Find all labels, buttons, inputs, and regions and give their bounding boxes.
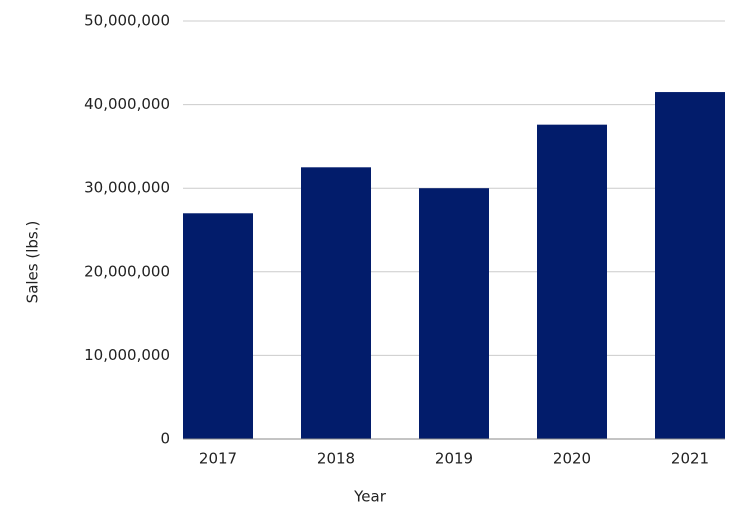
x-tick-label: 2019 [435, 450, 473, 468]
y-tick-label: 20,000,000 [84, 262, 170, 280]
x-tick-label: 2020 [553, 450, 591, 468]
y-tick-label: 10,000,000 [84, 346, 170, 364]
bar [301, 167, 371, 440]
y-tick-label: 50,000,000 [84, 12, 170, 30]
y-tick-label: 30,000,000 [84, 179, 170, 197]
y-tick-label: 40,000,000 [84, 95, 170, 113]
x-tick-label: 2021 [671, 450, 709, 468]
x-tick-label: 2017 [199, 450, 237, 468]
y-axis-label: Sales (lbs.) [24, 221, 42, 304]
bar [183, 213, 253, 439]
bar [655, 92, 725, 439]
bar [537, 124, 607, 439]
bar [419, 188, 489, 439]
x-tick-label: 2018 [317, 450, 355, 468]
x-axis-label: Year [353, 488, 387, 506]
y-tick-label: 0 [160, 430, 170, 448]
